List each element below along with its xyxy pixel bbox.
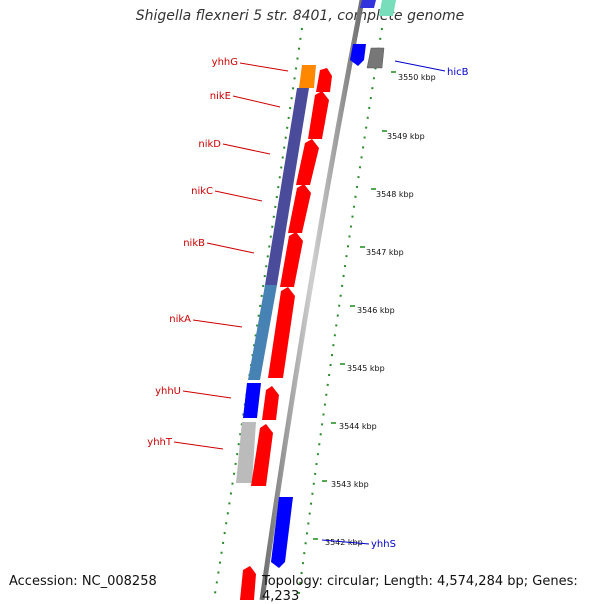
yhhS-blue-gene	[271, 497, 293, 568]
scale-label-3548: 3548 kbp	[376, 190, 414, 199]
yhhT-gene	[236, 422, 256, 483]
genome-backbone	[259, 0, 365, 600]
scale-label-3544: 3544 kbp	[339, 422, 377, 431]
leader-yhhS	[321, 539, 370, 545]
bottom-red-gene	[240, 566, 256, 600]
top-teal-gene-partial	[379, 0, 396, 16]
yhhU-gene	[243, 383, 261, 418]
hicB-neighbor-gene	[366, 47, 385, 69]
label-nikC: nikC	[191, 186, 213, 197]
label-yhhT: yhhT	[147, 437, 173, 448]
gene-red-6	[268, 287, 295, 378]
purple-homology-block	[265, 88, 309, 285]
accession-text: Accession: NC_008258	[9, 574, 157, 589]
label-nikA: nikA	[169, 314, 191, 325]
yhhG-gene	[299, 65, 316, 88]
scale-label-3542: 3542 kbp	[325, 538, 363, 547]
scale-label-3543: 3543 kbp	[331, 480, 369, 489]
leader-yhhG	[239, 62, 289, 72]
scale-label-3546: 3546 kbp	[357, 306, 395, 315]
scale-label-3545: 3545 kbp	[347, 364, 385, 373]
leader-nikB	[206, 242, 255, 254]
leader-nikC	[214, 190, 263, 202]
gene-red-1	[316, 68, 332, 92]
gene-red-3	[296, 139, 319, 185]
scale-ticks	[313, 71, 396, 540]
gene-red-8	[251, 424, 273, 486]
label-nikD: nikD	[198, 139, 221, 150]
top-blue-gene-partial	[360, 0, 376, 8]
label-yhhG: yhhG	[212, 57, 238, 68]
gene-red-7	[262, 386, 279, 420]
scale-label-3547: 3547 kbp	[366, 248, 404, 257]
label-hicB: hicB	[447, 67, 469, 78]
label-yhhS: yhhS	[371, 539, 396, 550]
leader-hicB	[394, 60, 446, 72]
label-nikE: nikE	[210, 91, 231, 102]
leader-nikA	[192, 319, 243, 328]
leader-yhhT	[173, 441, 224, 450]
scale-label-3550: 3550 kbp	[398, 73, 436, 82]
label-nikB: nikB	[183, 238, 205, 249]
scale-label-3549: 3549 kbp	[387, 132, 425, 141]
blue-homology-block	[248, 285, 277, 380]
label-yhhU: yhhU	[155, 386, 181, 397]
gene-red-5	[280, 232, 303, 287]
leader-yhhU	[182, 390, 232, 399]
leader-nikD	[222, 143, 271, 155]
gene-red-2	[308, 91, 329, 139]
hicB-gene	[350, 44, 366, 66]
leader-nikE	[232, 95, 281, 108]
gene-red-4	[288, 184, 311, 233]
